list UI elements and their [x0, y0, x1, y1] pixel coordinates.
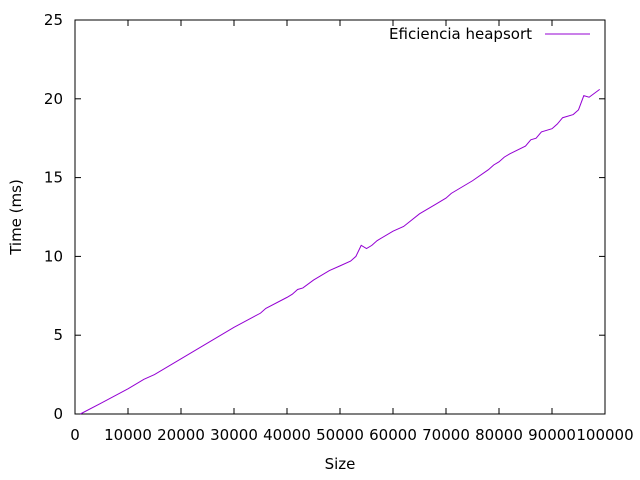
series-layer — [80, 88, 600, 415]
x-axis-title: Size — [325, 455, 356, 473]
legend-label: Eficiencia heapsort — [389, 25, 532, 43]
legend: Eficiencia heapsort — [389, 25, 590, 43]
y-tick-label: 25 — [44, 11, 63, 29]
x-tick-label: 40000 — [263, 426, 311, 444]
x-tick-label: 90000 — [528, 426, 576, 444]
y-tick-label: 20 — [44, 90, 63, 108]
y-tick-label: 15 — [44, 169, 63, 187]
series-line-0 — [80, 88, 600, 415]
x-tick-label: 100000 — [576, 426, 633, 444]
x-tick-label: 50000 — [316, 426, 364, 444]
x-tick-label: 20000 — [157, 426, 205, 444]
plot-frame — [74, 19, 606, 415]
y-tick-label: 5 — [53, 326, 63, 344]
x-tick-label: 60000 — [369, 426, 417, 444]
y-axis-title: Time (ms) — [7, 179, 25, 256]
tick-labels: 0 10000 20000 30000 40000 50000 60000 70000 8000… — [44, 11, 634, 444]
x-tick-label: 80000 — [475, 426, 523, 444]
x-tick-label: 10000 — [104, 426, 152, 444]
tick-marks — [74, 19, 606, 415]
x-tick-label: 70000 — [422, 426, 470, 444]
y-tick-label: 0 — [53, 405, 63, 423]
x-tick-label: 0 — [70, 426, 80, 444]
x-tick-label: 30000 — [210, 426, 258, 444]
y-tick-label: 10 — [44, 247, 63, 265]
